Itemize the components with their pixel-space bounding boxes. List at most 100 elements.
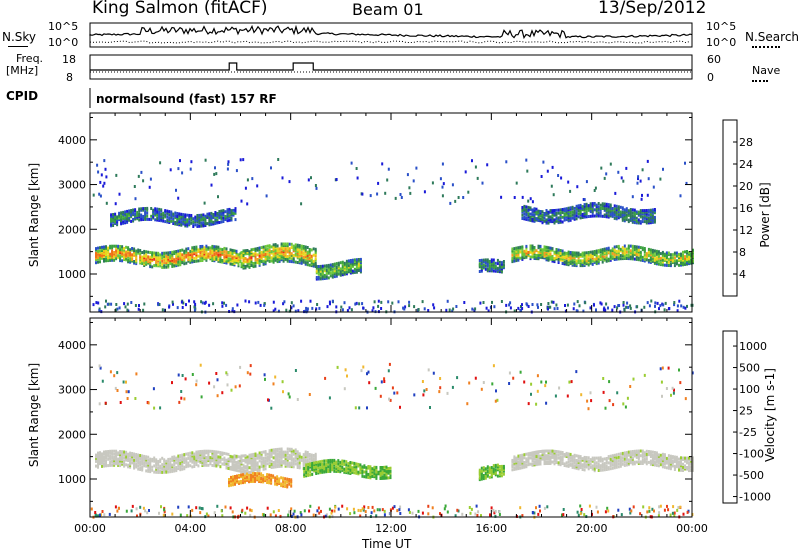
echo-cell <box>621 462 624 466</box>
echo-cell <box>643 259 646 263</box>
echo-cell <box>547 210 550 214</box>
echo-cell <box>545 460 548 464</box>
nsearch-line <box>89 40 691 44</box>
echo-cell <box>200 213 203 217</box>
echo-cell <box>575 254 578 258</box>
echo-cell <box>198 224 201 228</box>
echo-cell <box>157 262 160 266</box>
echo-cell <box>260 473 263 477</box>
echo-cell <box>603 247 606 251</box>
echo-cell <box>115 452 118 456</box>
echo-cell <box>254 460 257 464</box>
echo-cell <box>254 472 256 476</box>
echo-cell <box>187 456 190 460</box>
echo-cell <box>645 457 648 461</box>
echo-cell <box>203 460 206 464</box>
echo-cell <box>160 216 163 220</box>
echo-cell <box>196 214 199 217</box>
echo-cell <box>268 255 271 259</box>
echo-cell <box>214 218 217 222</box>
echo-cell <box>325 462 328 466</box>
date-title: 13/Sep/2012 <box>598 0 707 18</box>
noise-cell <box>212 302 215 306</box>
echo-cell <box>234 208 237 212</box>
echo-cell <box>199 245 202 248</box>
noise-cell <box>604 308 607 312</box>
echo-cell <box>121 251 124 255</box>
noise-cell <box>158 303 161 306</box>
echo-cell <box>161 467 164 471</box>
echo-cell <box>139 460 142 464</box>
echo-cell <box>113 255 116 259</box>
echo-cell <box>673 458 676 462</box>
echo-cell <box>175 469 178 473</box>
echo-cell <box>178 212 181 216</box>
echo-cell <box>645 452 648 456</box>
echo-cell <box>623 217 626 221</box>
echo-cell <box>595 252 598 256</box>
echo-cell <box>274 251 277 254</box>
echo-cell <box>310 254 313 258</box>
echo-cell <box>189 260 192 264</box>
echo-cell <box>545 212 548 216</box>
echo-cell <box>175 264 178 268</box>
echo-cell <box>288 242 291 246</box>
echo-cell <box>107 259 110 263</box>
echo-cell <box>109 462 112 466</box>
echo-cell <box>375 473 378 477</box>
echo-cell <box>519 454 522 458</box>
echo-cell <box>511 458 514 462</box>
echo-cell <box>567 258 570 262</box>
echo-cell <box>240 454 243 458</box>
echo-cell <box>351 469 354 473</box>
echo-cell <box>193 460 196 464</box>
echo-cell <box>254 479 256 483</box>
echo-cell <box>595 464 598 468</box>
echo-cell <box>296 464 299 468</box>
echo-cell <box>643 209 646 213</box>
echo-cell <box>120 211 123 215</box>
echo-cell <box>182 216 185 220</box>
echo-cell <box>145 262 148 266</box>
echo-cell <box>535 210 538 214</box>
echo-cell <box>149 470 152 474</box>
echo-cell <box>315 277 318 281</box>
echo-cell <box>379 470 382 474</box>
echo-cell <box>575 454 578 458</box>
echo-cell <box>145 455 148 459</box>
echo-cell <box>651 258 654 262</box>
echo-cell <box>517 456 520 460</box>
echo-cell <box>217 460 220 464</box>
echo-cell <box>635 219 638 223</box>
echo-cell <box>226 214 229 218</box>
echo-cell <box>219 247 222 251</box>
echo-cell <box>231 248 234 252</box>
echo-cell <box>103 254 105 258</box>
echo-cell <box>278 247 281 251</box>
echo-cell <box>549 257 552 261</box>
echo-cell <box>231 460 234 464</box>
echo-cell <box>187 255 190 258</box>
echo-cell <box>341 262 344 266</box>
noise-cell <box>369 194 372 198</box>
echo-cell <box>591 208 594 212</box>
echo-cell <box>215 452 218 455</box>
echo-cell <box>114 220 117 224</box>
echo-cell <box>369 465 372 469</box>
echo-cell <box>280 463 283 467</box>
noise-cell <box>542 160 545 164</box>
echo-cell <box>543 462 546 466</box>
echo-cell <box>345 259 348 263</box>
echo-cell <box>307 467 310 471</box>
echo-cell <box>569 261 572 265</box>
echo-cell <box>211 449 214 453</box>
echo-cell <box>272 451 275 455</box>
echo-cell <box>349 259 352 262</box>
echo-cell <box>547 249 550 253</box>
echo-cell <box>647 218 650 222</box>
echo-cell <box>663 252 666 256</box>
echo-cell <box>563 209 566 213</box>
echo-cell <box>113 258 116 262</box>
echo-cell <box>176 212 179 215</box>
echo-cell <box>223 246 226 250</box>
